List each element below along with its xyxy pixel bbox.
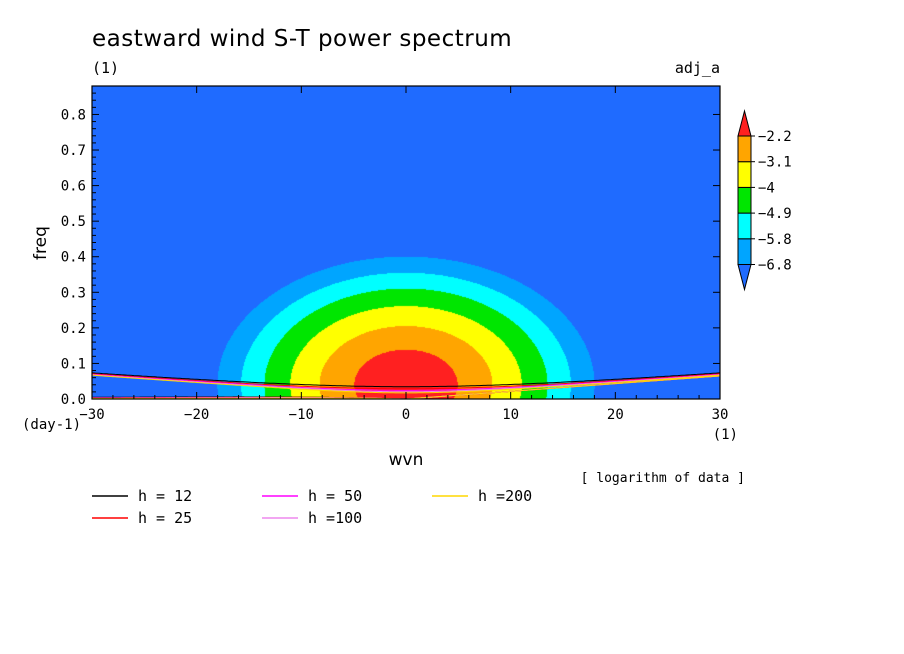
curve-legend: h = 12 h = 25 h = 50 h =100 h =200 (92, 487, 532, 527)
x-tick-label: −30 (79, 407, 104, 423)
x-tick-label: 10 (502, 407, 519, 423)
x-unit-label: (1) (713, 427, 738, 443)
data-note: [ logarithm of data ] (581, 471, 745, 486)
x-axis: −30 −20 −10 0 10 20 30 (79, 86, 728, 423)
power-spectrum-field (92, 86, 720, 399)
chart-subtitle-right: adj_a (675, 59, 720, 77)
y-tick-label: 0.6 (61, 179, 86, 195)
chart-title: eastward wind S-T power spectrum (92, 26, 512, 52)
x-tick-label: 30 (712, 407, 729, 423)
colorbar-label: −2.2 (758, 129, 792, 145)
y-tick-label: 0.7 (61, 143, 86, 159)
colorbar: −6.8 −5.8 −4.9 −4 −3.1 −2.2 (737, 109, 792, 292)
legend-label-h12: h = 12 (138, 487, 192, 505)
dispersion-curves (92, 372, 720, 399)
x-axis-label: wvn (389, 450, 424, 470)
y-tick-label: 0.4 (61, 250, 86, 266)
y-unit-label: (day-1) (22, 417, 81, 433)
colorbar-band (737, 161, 752, 188)
plot-area: −30 −20 −10 0 10 20 30 0.00.10.20.30.40.50.60.… (61, 85, 728, 423)
legend-label-h25: h = 25 (138, 509, 192, 527)
y-tick-label: 0.5 (61, 214, 86, 230)
y-tick-label: 0.2 (61, 321, 86, 337)
y-axis-label: freq (31, 226, 51, 260)
legend-label-h200: h =200 (478, 487, 532, 505)
colorbar-label: −4.9 (758, 206, 792, 222)
legend-label-h50: h = 50 (308, 487, 362, 505)
colorbar-label: −4 (758, 180, 775, 196)
y-tick-label: 0.3 (61, 285, 86, 301)
gravity-curve-h50 (92, 373, 720, 391)
gravity-curve-h12 (92, 372, 720, 388)
colorbar-band (737, 238, 752, 266)
colorbar-min-arrow (737, 264, 752, 292)
colorbar-label: −3.1 (758, 155, 792, 171)
legend-label-h100: h =100 (308, 509, 362, 527)
y-tick-label: 0.0 (61, 392, 86, 408)
kelvin-curve-h200 (405, 375, 720, 399)
colorbar-label: −5.8 (758, 232, 792, 248)
y-axis: 0.0 0.1 0.2 0.3 0.4 0.5 0.6 0.7 0.8 (61, 92, 720, 408)
x-tick-label: −10 (289, 407, 314, 423)
chart-subtitle-left: (1) (92, 59, 119, 77)
colorbar-band (737, 186, 752, 214)
colorbar-max-arrow (737, 109, 752, 137)
colorbar-band (737, 212, 752, 240)
y-tick-label: 0.8 (61, 107, 86, 123)
x-tick-label: −20 (184, 407, 209, 423)
x-tick-label: 20 (607, 407, 624, 423)
y-tick-label: 0.1 (61, 356, 86, 372)
colorbar-label: −6.8 (758, 258, 792, 274)
colorbar-band (737, 135, 752, 163)
x-tick-label: 0 (402, 407, 410, 423)
gravity-curve-h25 (92, 373, 720, 390)
